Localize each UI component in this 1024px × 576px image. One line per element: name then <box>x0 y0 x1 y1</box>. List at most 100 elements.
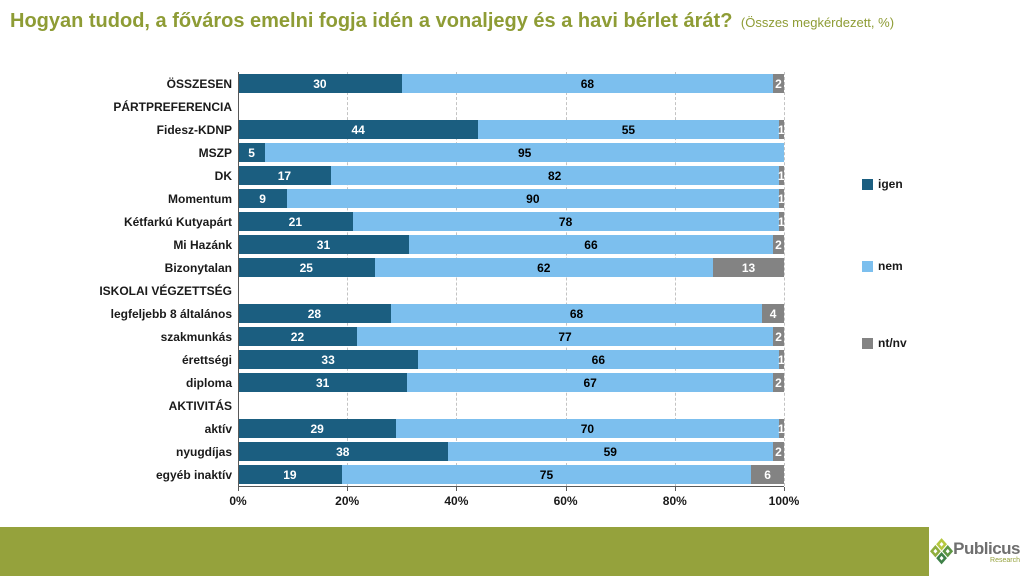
row-label: Momentum <box>168 191 232 206</box>
x-tick-0 <box>238 487 239 491</box>
row-track: 30 68 2 <box>238 74 784 93</box>
bar-value: 1 <box>777 191 785 206</box>
bar-segment-ntnv: 2 <box>772 235 784 254</box>
group-header-label: ISKOLAI VÉGZETTSÉG <box>99 283 232 298</box>
publicus-logo: Publicus Research <box>930 531 1020 573</box>
bar-segment-nem: 55 <box>478 120 779 139</box>
bar-value: 68 <box>569 306 584 321</box>
publicus-logo-text: Publicus Research <box>953 540 1020 564</box>
brand-subname: Research <box>990 557 1020 564</box>
gridline-20 <box>347 72 349 486</box>
row-track: 19 75 6 <box>238 465 784 484</box>
row-track: 33 66 1 <box>238 350 785 369</box>
x-tick-40 <box>456 487 458 491</box>
chart-row: Kétfarkú Kutyapárt 21 78 1 <box>8 210 785 233</box>
bar-value: 1 <box>777 352 785 367</box>
row-track: 22 77 2 <box>238 327 784 346</box>
chart-row: Momentum 9 90 1 <box>8 187 785 210</box>
row-label: érettségi <box>181 352 232 367</box>
chart-row: Fidesz-KDNP 44 55 1 <box>8 118 785 141</box>
bar-value: 59 <box>603 444 617 459</box>
chart-row: érettségi 33 66 1 <box>8 348 785 371</box>
chart-group-header-row: PÁRTPREFERENCIA <box>8 95 784 118</box>
bar-value: 2 <box>775 76 782 91</box>
bar-segment-igen: 31 <box>238 373 408 392</box>
gridline-60 <box>565 72 567 486</box>
bar-segment-nem: 67 <box>407 373 774 392</box>
bar-segment-igen: 9 <box>238 189 288 208</box>
bar-segment-nem: 82 <box>330 166 779 185</box>
chart-row: Mi Hazánk 31 66 2 <box>8 233 784 256</box>
row-label: ÖSSZESEN <box>166 76 232 91</box>
brand-name: Publicus <box>953 539 1020 558</box>
chart-title-main: Hogyan tudod, a főváros emelni fogja idé… <box>10 10 733 32</box>
row-label: szakmunkás <box>160 329 232 344</box>
bar-segment-nem: 75 <box>341 465 752 484</box>
bar-segment-ntnv: 13 <box>713 258 784 277</box>
bar-segment-igen: 30 <box>238 74 402 93</box>
bar-value: 33 <box>321 352 335 367</box>
bar-value: 2 <box>775 444 782 459</box>
chart-title: Hogyan tudod, a főváros emelni fogja idé… <box>10 10 1020 33</box>
bar-segment-ntnv: 1 <box>778 120 785 139</box>
x-label-100: 100% <box>768 494 800 508</box>
bar-segment-ntnv: 1 <box>778 419 785 438</box>
row-track: 29 70 1 <box>238 419 785 438</box>
bar-value: 21 <box>288 214 302 229</box>
x-label-40: 40% <box>444 494 469 508</box>
row-track: 44 55 1 <box>238 120 785 139</box>
bar-segment-nem: 70 <box>396 419 779 438</box>
row-track <box>238 97 784 116</box>
bar-segment-igen: 33 <box>238 350 419 369</box>
bar-value: 5 <box>248 145 255 160</box>
bar-segment-nem: 62 <box>374 258 714 277</box>
bar-segment-nem: 66 <box>418 350 779 369</box>
bar-value: 66 <box>591 352 606 367</box>
row-label: Kétfarkú Kutyapárt <box>123 214 232 229</box>
chart-row: szakmunkás 22 77 2 <box>8 325 784 348</box>
bar-segment-nem: 66 <box>408 235 773 254</box>
bar-segment-igen: 28 <box>238 304 391 323</box>
bar-segment-igen: 17 <box>238 166 331 185</box>
bar-value: 77 <box>558 329 572 344</box>
bar-segment-nem: 95 <box>265 143 784 162</box>
bar-value: 38 <box>336 444 350 459</box>
bar-value: 78 <box>558 214 573 229</box>
chart-group-header-row: ISKOLAI VÉGZETTSÉG <box>8 279 784 302</box>
row-track: 38 59 2 <box>238 442 784 461</box>
bar-value: 31 <box>315 375 330 390</box>
bar-segment-igen: 31 <box>238 235 409 254</box>
bar-value: 68 <box>580 76 595 91</box>
row-label: diploma <box>185 375 232 390</box>
row-label: aktív <box>204 421 232 436</box>
bar-value: 62 <box>537 260 551 275</box>
x-label-20: 20% <box>335 494 360 508</box>
bar-value: 30 <box>313 76 327 91</box>
chart-group-header-row: AKTIVITÁS <box>8 394 784 417</box>
legend-item-nem: nem <box>862 259 903 273</box>
bar-value: 82 <box>547 168 562 183</box>
row-track: 21 78 1 <box>238 212 785 231</box>
chart-row: DK 17 82 1 <box>8 164 785 187</box>
legend-label-ntnv: nt/nv <box>878 336 907 350</box>
bar-value: 29 <box>310 421 324 436</box>
bar-value: 4 <box>769 306 777 321</box>
bar-value: 6 <box>764 467 771 482</box>
chart-row: diploma 31 67 2 <box>8 371 784 394</box>
bar-segment-ntnv: 1 <box>777 189 785 208</box>
bar-value: 19 <box>283 467 297 482</box>
bar-segment-ntnv: 6 <box>751 465 784 484</box>
chart-rows: ÖSSZESEN 30 68 2 PÁRTPREFERENCIA Fidesz-KDNP 4… <box>8 72 785 486</box>
row-label: Fidesz-KDNP <box>156 122 232 137</box>
bar-segment-igen: 38 <box>238 442 448 461</box>
row-track: 17 82 1 <box>238 166 785 185</box>
bar-segment-ntnv: 1 <box>778 166 785 185</box>
bar-segment-ntnv: 1 <box>777 350 785 369</box>
bar-segment-igen: 5 <box>238 143 266 162</box>
bar-segment-nem: 68 <box>390 304 763 323</box>
legend-label-igen: igen <box>878 177 903 191</box>
x-label-60: 60% <box>553 494 578 508</box>
bar-value: 44 <box>351 122 365 137</box>
chart-title-suffix: (Összes megkérdezett, %) <box>740 15 895 30</box>
bar-segment-ntnv: 2 <box>773 373 784 392</box>
